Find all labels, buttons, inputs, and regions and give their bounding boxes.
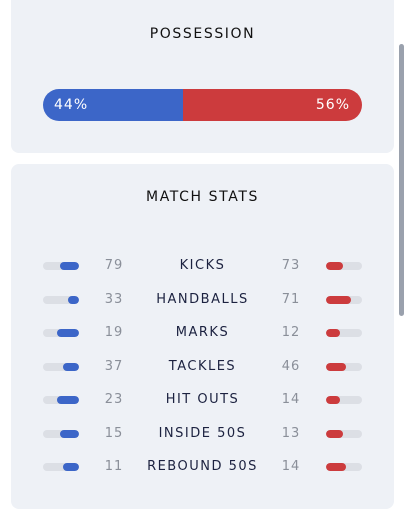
away-stat-bar	[326, 429, 362, 438]
stat-label: KICKS	[179, 258, 226, 273]
away-stat-value: 71	[281, 291, 301, 307]
stat-label: INSIDE 50S	[158, 425, 247, 441]
away-stat-bar	[326, 329, 362, 337]
stat-label: TACKLES	[168, 358, 237, 374]
home-stat-bar-fill	[60, 262, 79, 270]
away-stat-bar	[326, 295, 362, 304]
away-stat-value: 14	[281, 459, 301, 474]
home-stat-value: 19	[104, 325, 124, 340]
away-stat-bar-fill	[326, 262, 344, 270]
home-stat-bar-fill	[56, 396, 79, 404]
stat-row: 79 KICKS 73	[11, 257, 394, 277]
stat-row: 15 INSIDE 50S 13	[11, 425, 394, 445]
away-stat-bar	[326, 362, 362, 371]
stat-row: 19 MARKS 12	[11, 324, 394, 344]
away-stat-bar-fill	[326, 429, 343, 438]
away-stat-bar-fill	[326, 362, 346, 371]
possession-card: POSSESSION 44% 56%	[11, 0, 394, 153]
home-stat-bar	[43, 463, 79, 471]
away-stat-bar-fill	[326, 295, 351, 304]
away-stat-value: 13	[281, 425, 301, 441]
stat-label: REBOUND 50S	[147, 459, 258, 474]
away-stat-bar	[326, 262, 362, 270]
stat-label: HANDBALLS	[156, 291, 249, 307]
home-stat-bar-fill	[63, 463, 79, 471]
home-stat-value: 33	[104, 291, 124, 307]
stat-row: 11 REBOUND 50S 14	[11, 458, 394, 478]
home-stat-bar-fill	[62, 362, 79, 371]
away-stat-bar	[326, 396, 362, 404]
away-stat-bar	[326, 463, 362, 471]
home-stat-value: 15	[104, 425, 124, 441]
possession-bar: 44% 56%	[43, 89, 362, 121]
stat-row: 33 HANDBALLS 71	[11, 291, 394, 311]
home-stat-bar	[43, 362, 79, 371]
away-stat-value: 12	[281, 325, 301, 340]
possession-home-percent: 44%	[54, 97, 89, 113]
away-stat-value: 46	[281, 358, 301, 374]
stat-label: HIT OUTS	[165, 392, 240, 407]
scrollbar[interactable]	[399, 44, 404, 316]
home-stat-value: 23	[104, 392, 124, 407]
away-stat-value: 73	[281, 258, 301, 273]
away-stat-bar-fill	[326, 396, 340, 404]
home-stat-value: 37	[104, 358, 124, 374]
match-stats-card: MATCH STATS 79 KICKS 73 33 HANDBALLS 71 19 MARK…	[11, 164, 394, 509]
stat-row: 23 HIT OUTS 14	[11, 391, 394, 411]
home-stat-bar-fill	[67, 295, 79, 304]
possession-away-percent: 56%	[315, 97, 350, 113]
away-stat-bar-fill	[326, 463, 347, 471]
home-stat-bar	[43, 329, 79, 337]
match-stats-title: MATCH STATS	[146, 189, 259, 205]
home-stat-bar-fill	[59, 429, 79, 438]
away-stat-value: 14	[281, 392, 301, 407]
home-stat-bar-fill	[56, 329, 79, 337]
stat-row: 37 TACKLES 46	[11, 358, 394, 378]
away-stat-bar-fill	[326, 329, 340, 337]
possession-title: POSSESSION	[149, 26, 256, 42]
home-stat-value: 79	[104, 258, 124, 273]
home-stat-bar	[43, 429, 79, 438]
stat-label: MARKS	[175, 325, 230, 340]
possession-away-segment: 56%	[183, 89, 362, 121]
home-stat-bar	[43, 262, 79, 270]
home-stat-bar	[43, 295, 79, 304]
possession-home-segment: 44%	[43, 89, 184, 121]
home-stat-value: 11	[104, 459, 124, 474]
home-stat-bar	[43, 396, 79, 404]
